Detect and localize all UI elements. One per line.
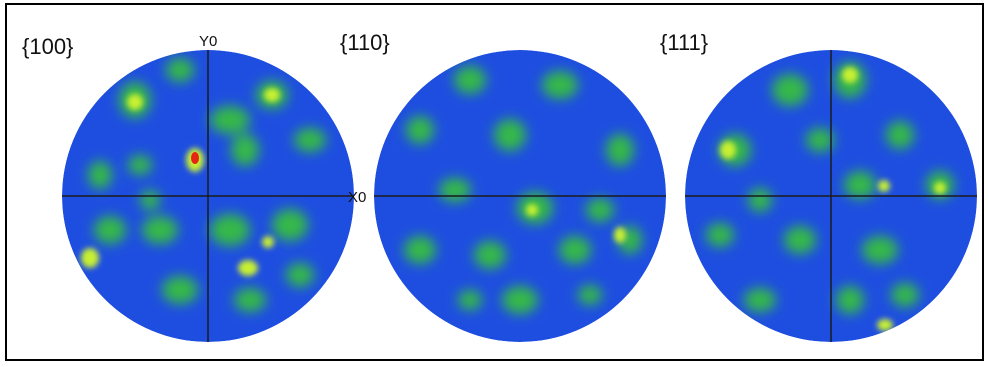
pole-figure-111 — [685, 50, 977, 342]
peak-maximum — [191, 152, 199, 164]
pole-figure-100 — [62, 50, 354, 342]
x-axis-label: X0 — [348, 189, 367, 206]
pole-figure-label-110: {110} — [340, 30, 390, 55]
pole-figure-110 — [374, 50, 666, 342]
y-axis-label: Y0 — [199, 33, 218, 50]
pole-figure-label-100: {100} — [22, 34, 74, 59]
pole-figure-label-111: {111} — [660, 30, 709, 55]
